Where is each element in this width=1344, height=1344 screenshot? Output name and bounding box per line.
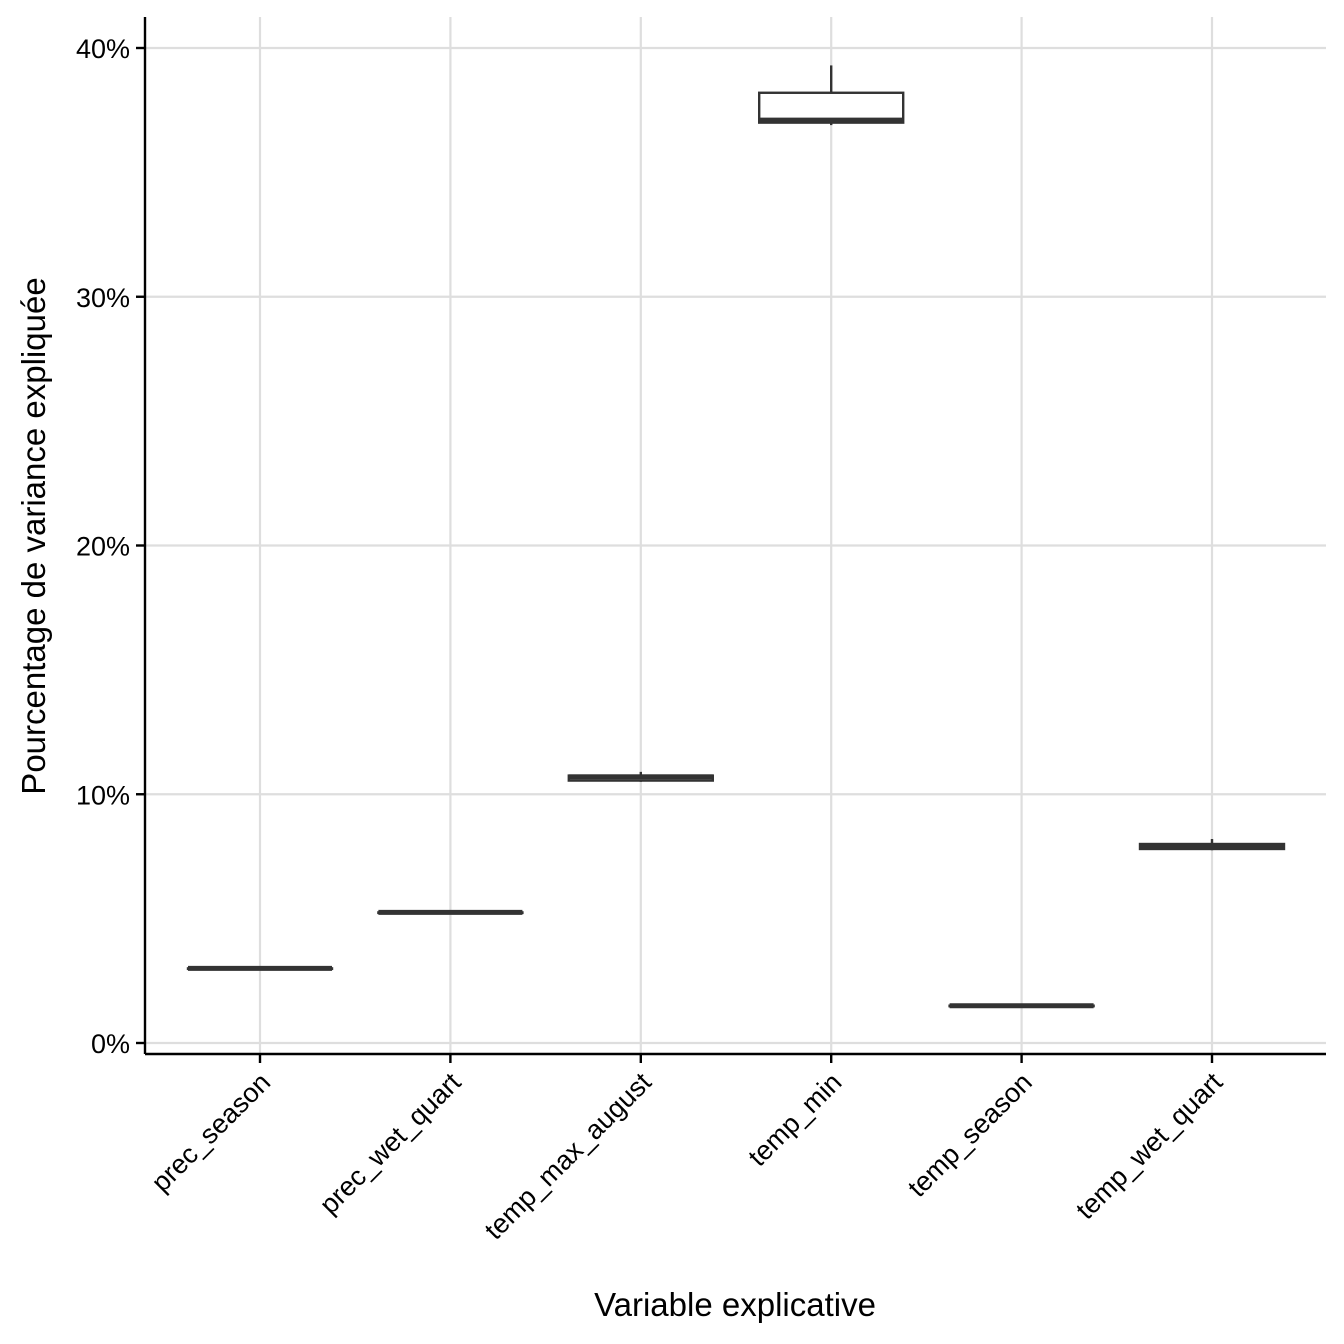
y-tick-label: 30%: [76, 283, 130, 313]
y-axis-title: Pourcentage de variance expliquée: [15, 277, 52, 794]
box-temp_min: [758, 65, 905, 126]
box-temp_max_august: [567, 771, 714, 782]
axes: 0%10%20%30%40%prec_season prec_wet_quart t…: [76, 17, 1326, 1245]
grid-lines: [145, 17, 1326, 1054]
x-tick-label: temp_max_august: [479, 1067, 658, 1246]
y-tick-label: 40%: [76, 34, 130, 64]
x-axis-title: Variable explicative: [594, 1286, 876, 1323]
boxplot-series: [186, 65, 1286, 1009]
box-temp_season: [948, 1003, 1095, 1009]
y-tick-label: 20%: [76, 532, 130, 562]
x-tick-label: temp_season: [902, 1067, 1038, 1203]
x-tick-label: prec_season: [146, 1067, 277, 1198]
x-tick-label: temp_min: [742, 1067, 847, 1172]
x-tick-label: temp_wet_quart: [1070, 1067, 1228, 1225]
box-temp_wet_quart: [1138, 839, 1286, 851]
x-tick-label: prec_wet_quart: [314, 1067, 467, 1220]
y-tick-label: 0%: [91, 1029, 130, 1059]
box-prec_season: [186, 965, 334, 971]
box-prec_wet_quart: [377, 909, 524, 915]
y-tick-label: 10%: [76, 780, 130, 810]
